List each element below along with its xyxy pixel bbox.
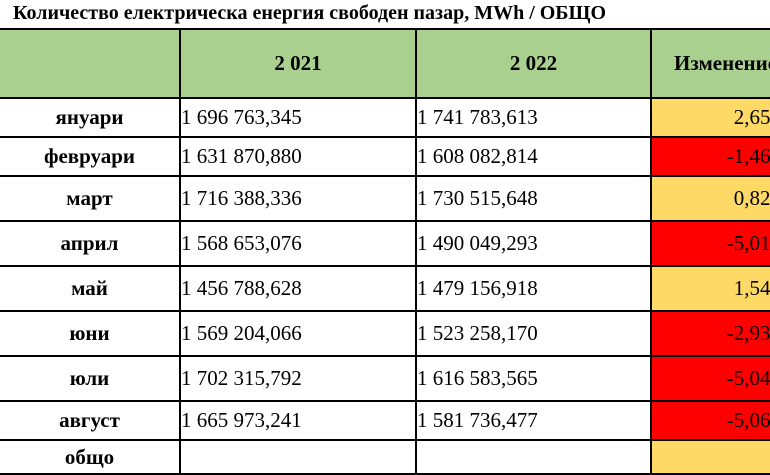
value-2021: 1 696 763,345 <box>179 97 417 138</box>
value-2021: 1 716 388,336 <box>179 175 417 222</box>
month-cell: април <box>0 220 181 267</box>
change-cell: -1,46% <box>650 136 770 177</box>
value-2021: 1 569 204,066 <box>179 310 417 357</box>
value-2021: 1 702 315,792 <box>179 355 417 402</box>
energy-table: 2 021 2 022 Изменение януари 1 696 763,3… <box>0 28 770 475</box>
value-2022: 1 616 583,565 <box>415 355 652 402</box>
change-cell: 2,65% <box>650 97 770 138</box>
header-row: 2 021 2 022 Изменение <box>0 28 770 99</box>
table-title: Количество електрическа енергия свободен… <box>13 2 607 24</box>
table-row: август 1 665 973,241 1 581 736,477 -5,06… <box>0 400 770 441</box>
table-row: май 1 456 788,628 1 479 156,918 1,54% <box>0 265 770 312</box>
change-cell: 0,82% <box>650 175 770 222</box>
month-cell: февруари <box>0 136 181 177</box>
table-row: февруари 1 631 870,880 1 608 082,814 -1,… <box>0 136 770 177</box>
table-row: януари 1 696 763,345 1 741 783,613 2,65% <box>0 97 770 138</box>
value-2022: 1 741 783,613 <box>415 97 652 138</box>
table-row: юли 1 702 315,792 1 616 583,565 -5,04% <box>0 355 770 402</box>
table-row: март 1 716 388,336 1 730 515,648 0,82% <box>0 175 770 222</box>
change-cell: -2,93% <box>650 310 770 357</box>
value-2021: 1 631 870,880 <box>179 136 417 177</box>
month-cell: август <box>0 400 181 441</box>
change-cell: -5,04% <box>650 355 770 402</box>
month-cell: март <box>0 175 181 222</box>
total-label: общо <box>0 439 181 475</box>
total-2022 <box>415 439 652 475</box>
value-2022: 1 730 515,648 <box>415 175 652 222</box>
month-cell: юли <box>0 355 181 402</box>
month-cell: юни <box>0 310 181 357</box>
header-2022: 2 022 <box>415 28 652 99</box>
value-2022: 1 479 156,918 <box>415 265 652 312</box>
month-cell: май <box>0 265 181 312</box>
value-2022: 1 523 258,170 <box>415 310 652 357</box>
header-month <box>0 28 181 99</box>
value-2021: 1 456 788,628 <box>179 265 417 312</box>
header-2021: 2 021 <box>179 28 417 99</box>
change-cell: 1,54% <box>650 265 770 312</box>
value-2022: 1 490 049,293 <box>415 220 652 267</box>
value-2022: 1 581 736,477 <box>415 400 652 441</box>
table-row: юни 1 569 204,066 1 523 258,170 -2,93% <box>0 310 770 357</box>
header-change: Изменение <box>650 28 770 99</box>
month-cell: януари <box>0 97 181 138</box>
value-2022: 1 608 082,814 <box>415 136 652 177</box>
change-cell: -5,06% <box>650 400 770 441</box>
table-row: април 1 568 653,076 1 490 049,293 -5,01% <box>0 220 770 267</box>
value-2021: 1 568 653,076 <box>179 220 417 267</box>
total-2021 <box>179 439 417 475</box>
total-change <box>650 439 770 475</box>
total-row: общо <box>0 439 770 475</box>
change-cell: -5,01% <box>650 220 770 267</box>
value-2021: 1 665 973,241 <box>179 400 417 441</box>
